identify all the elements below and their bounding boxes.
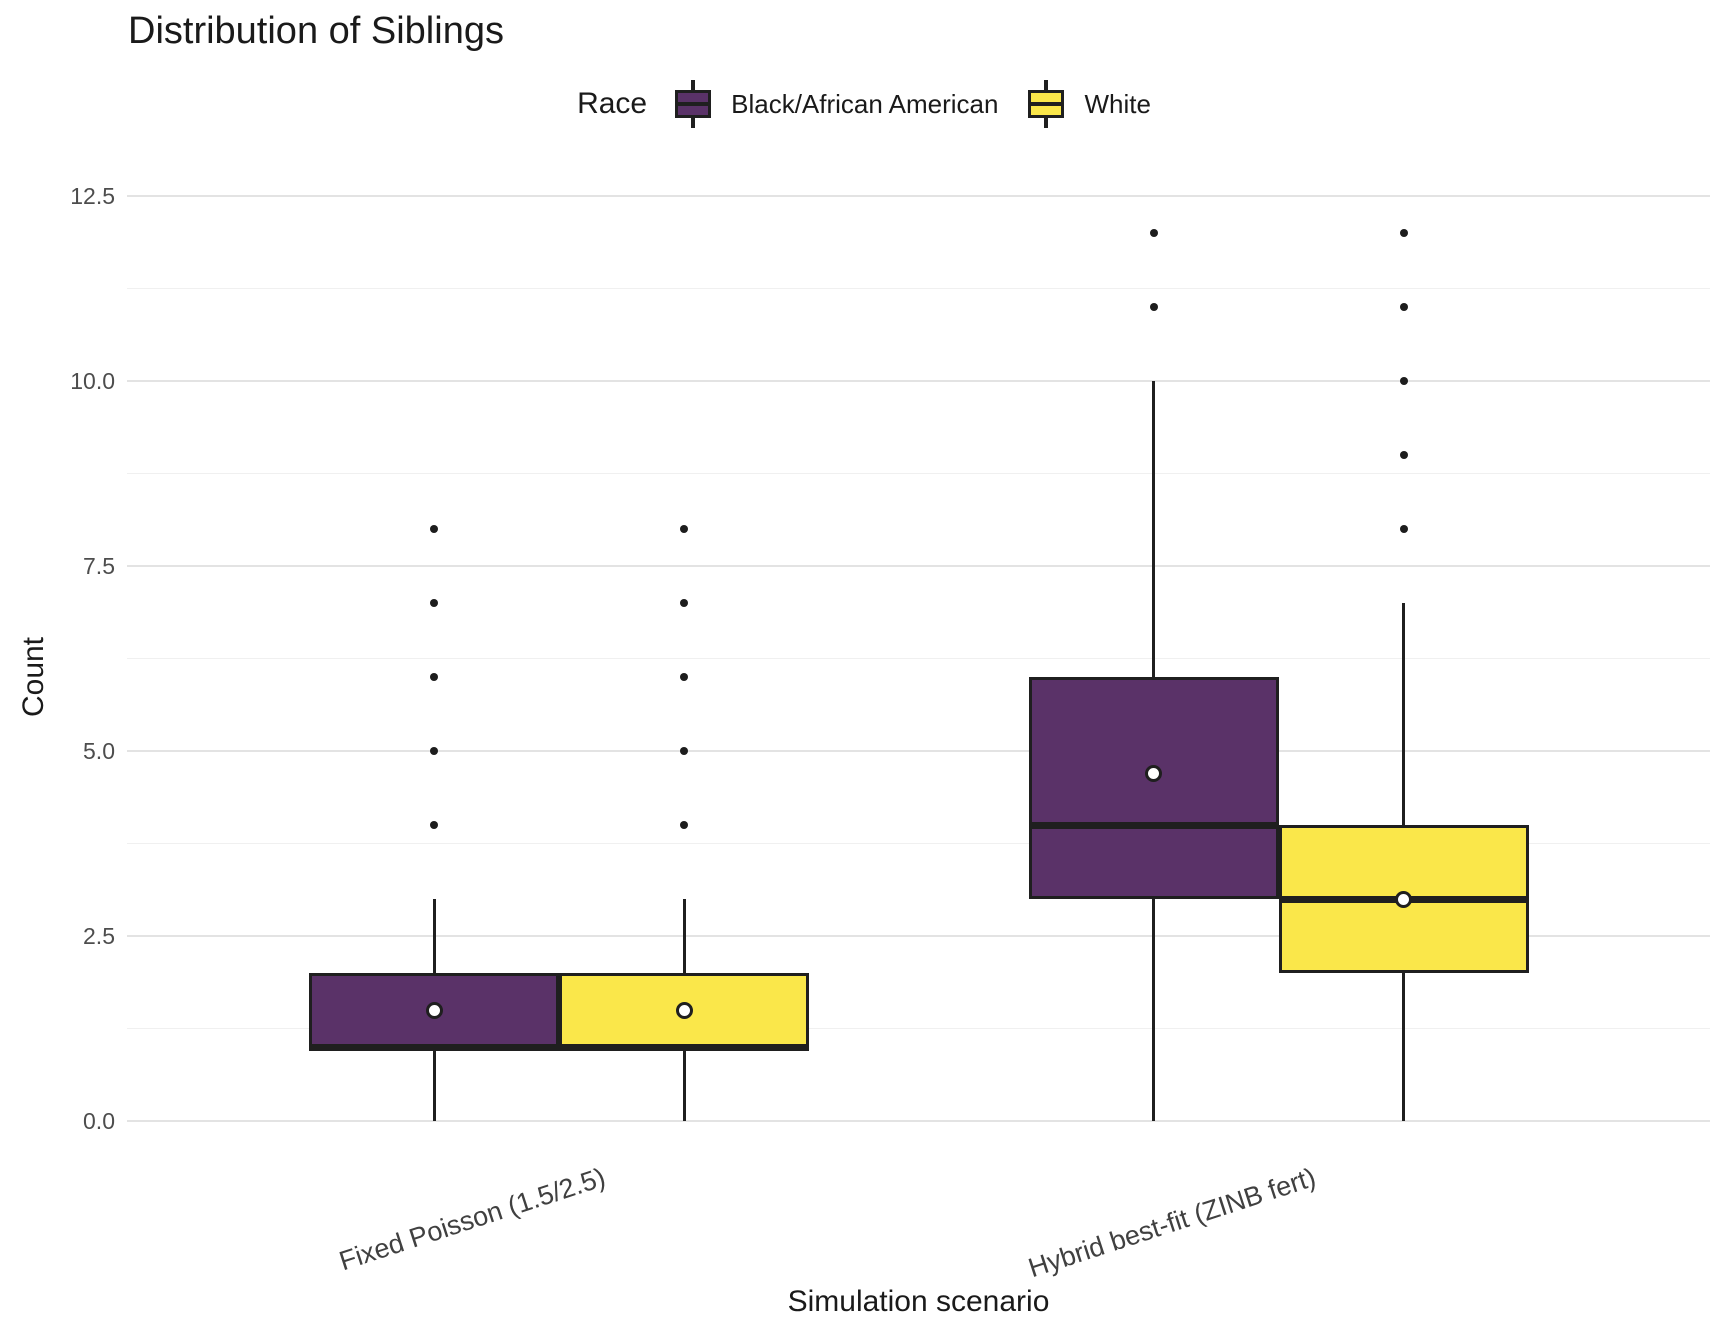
upper-whisker [682,899,686,973]
y-gridline-minor [127,473,1710,474]
box [1028,677,1279,899]
key-whisker-stub [1044,118,1049,128]
key-box [1028,90,1065,118]
key-whisker-stub [691,80,696,90]
y-tick-label: 0.0 [83,1108,115,1134]
legend-label: White [1084,88,1151,119]
outlier-dot [1399,377,1408,385]
legend-label: Black/African American [731,88,999,119]
outlier-dot [680,599,688,607]
lower-whisker [682,1047,686,1121]
outlier-dot [430,525,438,533]
key-median-line [678,102,709,106]
outlier-dot [680,525,688,533]
legend-title: Race [577,87,648,120]
outlier-dot [680,821,688,829]
y-gridline-major [127,750,1710,752]
boxplot-key-icon [1028,80,1065,128]
x-axis-title: Simulation scenario [787,1285,1050,1318]
legend-entry-black-african-american: Black/African American [675,80,998,128]
boxplot-key-icon [675,80,712,128]
upper-whisker [1402,603,1405,825]
y-gridline-major [127,195,1710,197]
median-line [309,1043,559,1051]
y-tick-label: 5.0 [83,738,115,764]
key-median-line [1031,102,1062,106]
upper-whisker [432,899,436,973]
outlier-dot [1399,451,1408,459]
outlier-dot [430,599,438,607]
y-tick-label: 7.5 [83,553,115,579]
outlier-dot [1149,303,1158,311]
key-box [675,90,712,118]
y-axis-title: Count [17,636,50,718]
mean-dot [425,1001,443,1019]
outlier-dot [1399,525,1408,533]
lower-whisker [1402,973,1405,1121]
y-gridline-minor [127,1028,1710,1029]
median-line [1028,821,1279,829]
y-gridline-major [127,935,1710,937]
outlier-dot [430,747,438,755]
outlier-dot [680,673,688,681]
mean-dot [1395,890,1412,908]
key-whisker-stub [1044,80,1049,90]
y-gridline-minor [127,288,1710,289]
outlier-dot [1399,303,1408,311]
x-tick-label-hybrid-best-fit: Hybrid best-fit (ZINB fert) [1024,1162,1320,1284]
x-tick-label-fixed-poisson: Fixed Poisson (1.5/2.5) [335,1162,610,1277]
lower-whisker [432,1047,436,1121]
outlier-dot [680,747,688,755]
y-gridline-major [127,1120,1710,1122]
y-gridline-minor [127,658,1710,659]
y-tick-label: 2.5 [83,923,115,949]
mean-dot [1145,764,1162,782]
mean-dot [675,1001,693,1019]
upper-whisker [1152,381,1155,677]
y-tick-label: 12.5 [70,183,115,209]
y-gridline-minor [127,843,1710,844]
legend-entry-white: White [1028,80,1151,128]
outlier-dot [1149,229,1158,237]
lower-whisker [1152,899,1155,1121]
y-gridline-major [127,565,1710,567]
y-gridline-major [127,380,1710,382]
outlier-dot [430,673,438,681]
plot-title: Distribution of Siblings [128,10,504,52]
key-whisker-stub [691,118,696,128]
outlier-dot [1399,229,1408,237]
y-tick-label: 10.0 [70,368,115,394]
legend: Race Black/African American White [0,80,1728,128]
median-line [559,1043,809,1051]
outlier-dot [430,821,438,829]
